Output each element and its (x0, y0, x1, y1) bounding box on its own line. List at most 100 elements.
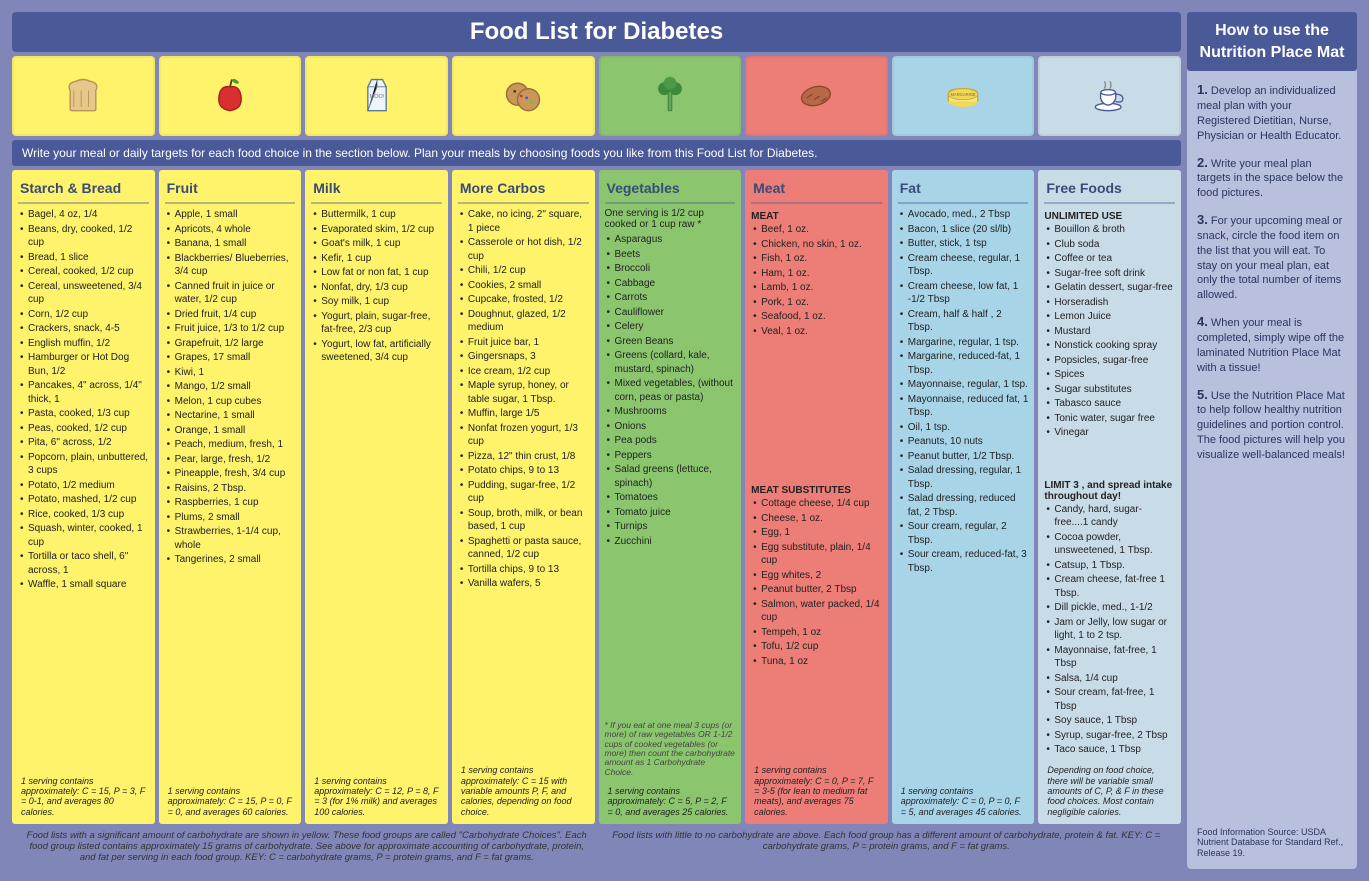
list-item: Grapes, 17 small (167, 351, 296, 365)
list-item: Cauliflower (607, 306, 736, 320)
list-item: Fruit juice bar, 1 (460, 336, 589, 350)
food-list: Bouillon & brothClub sodaCoffee or teaSu… (1044, 223, 1175, 477)
food-list: Beef, 1 oz.Chicken, no skin, 1 oz.Fish, … (751, 223, 882, 482)
list-item: English muffin, 1/2 (20, 337, 149, 351)
list-item: Chicken, no skin, 1 oz. (753, 238, 882, 252)
list-item: Nonstick cooking spray (1046, 339, 1175, 353)
food-list: Cottage cheese, 1/4 cupCheese, 1 oz.Egg,… (751, 497, 882, 756)
serving-info: 1 serving contains approximately: C = 0,… (898, 783, 1029, 820)
list-item: Canned fruit in juice or water, 1/2 cup (167, 280, 296, 307)
list-item: Lamb, 1 oz. (753, 281, 882, 295)
list-item: Sour cream, regular, 2 Tbsp. (900, 520, 1029, 547)
sidebar-title: How to use the Nutrition Place Mat (1187, 12, 1357, 71)
list-item: Tempeh, 1 oz (753, 626, 882, 640)
list-item: Soup, broth, milk, or bean based, 1 cup (460, 507, 589, 534)
list-item: Tuna, 1 oz (753, 655, 882, 669)
list-item: Beans, dry, cooked, 1/2 cup (20, 223, 149, 250)
column-meat: MeatMEATBeef, 1 oz.Chicken, no skin, 1 o… (745, 170, 888, 824)
instruction-text: Write your meal or daily targets for eac… (12, 140, 1181, 166)
list-item: Egg substitute, plain, 1/4 cup (753, 541, 882, 568)
list-item: Yogurt, plain, sugar-free, fat-free, 2/3… (313, 310, 442, 337)
list-item: Taco sauce, 1 Tbsp (1046, 743, 1175, 756)
list-item: Maple syrup, honey, or table sugar, 1 Tb… (460, 379, 589, 406)
list-item: Rice, cooked, 1/3 cup (20, 508, 149, 522)
list-item: Nonfat frozen yogurt, 1/3 cup (460, 422, 589, 449)
list-item: Buttermilk, 1 cup (313, 208, 442, 222)
list-item: Evaporated skim, 1/2 cup (313, 223, 442, 237)
list-item: Catsup, 1 Tbsp. (1046, 559, 1175, 573)
list-item: Chili, 1/2 cup (460, 264, 589, 278)
columns-area: Starch & BreadBagel, 4 oz, 1/4Beans, dry… (12, 170, 1181, 824)
list-item: Cereal, unsweetened, 3/4 cup (20, 280, 149, 307)
content-area: Food List for Diabetes MOO! MARGARINE Wri… (12, 12, 1181, 869)
list-item: Cottage cheese, 1/4 cup (753, 497, 882, 511)
list-item: Asparagus (607, 233, 736, 247)
list-item: Apricots, 4 whole (167, 223, 296, 237)
list-item: Peas, cooked, 1/2 cup (20, 422, 149, 436)
list-item: Fruit juice, 1/3 to 1/2 cup (167, 322, 296, 336)
list-item: Corn, 1/2 cup (20, 308, 149, 322)
column-free: Free FoodsUNLIMITED USEBouillon & brothC… (1038, 170, 1181, 824)
list-item: Club soda (1046, 238, 1175, 252)
sidebar-step: 2. Write your meal plan targets in the s… (1197, 154, 1347, 202)
list-item: Vinegar (1046, 426, 1175, 440)
list-item: Potato, mashed, 1/2 cup (20, 493, 149, 507)
list-item: Margarine, regular, 1 tsp. (900, 336, 1029, 350)
svg-text:MARGARINE: MARGARINE (951, 92, 976, 97)
list-item: Raspberries, 1 cup (167, 496, 296, 510)
list-item: Pineapple, fresh, 3/4 cup (167, 467, 296, 481)
list-item: Coffee or tea (1046, 252, 1175, 266)
footer-right: Food lists with little to no carbohydrat… (602, 830, 1172, 863)
apple-icon (159, 56, 302, 136)
list-item: Cream cheese, regular, 1 Tbsp. (900, 252, 1029, 279)
list-item: Pork, 1 oz. (753, 296, 882, 310)
svg-text:MOO!: MOO! (369, 94, 384, 100)
serving-info: 1 serving contains approximately: C = 12… (311, 773, 442, 820)
list-item: Hamburger or Hot Dog Bun, 1/2 (20, 351, 149, 378)
list-item: Pear, large, fresh, 1/2 (167, 453, 296, 467)
list-item: Kefir, 1 cup (313, 252, 442, 266)
food-list: Cake, no icing, 2" square, 1 pieceCasser… (458, 208, 589, 756)
list-item: Carrots (607, 291, 736, 305)
list-item: Melon, 1 cup cubes (167, 395, 296, 409)
column-intro: One serving is 1/2 cup cooked or 1 cup r… (605, 208, 736, 230)
list-item: Casserole or hot dish, 1/2 cup (460, 236, 589, 263)
list-item: Mushrooms (607, 405, 736, 419)
column-header: Fruit (165, 174, 296, 204)
list-item: Soy milk, 1 cup (313, 295, 442, 309)
list-item: Cream cheese, fat-free 1 Tbsp. (1046, 573, 1175, 600)
list-item: Fish, 1 oz. (753, 252, 882, 266)
food-list: Avocado, med., 2 TbspBacon, 1 slice (20 … (898, 208, 1029, 777)
list-item: Potato chips, 9 to 13 (460, 464, 589, 478)
list-item: Tabasco sauce (1046, 397, 1175, 411)
list-item: Spices (1046, 368, 1175, 382)
list-item: Potato, 1/2 medium (20, 479, 149, 493)
list-item: Cookies, 2 small (460, 279, 589, 293)
list-item: Sour cream, reduced-fat, 3 Tbsp. (900, 548, 1029, 575)
list-item: Yogurt, low fat, artificially sweetened,… (313, 338, 442, 365)
list-item: Oil, 1 tsp. (900, 421, 1029, 435)
column-starch: Starch & BreadBagel, 4 oz, 1/4Beans, dry… (12, 170, 155, 824)
food-list: AsparagusBeetsBroccoliCabbageCarrotsCaul… (605, 233, 736, 718)
serving-info: 1 serving contains approximately: C = 5,… (605, 783, 736, 820)
list-item: Bagel, 4 oz, 1/4 (20, 208, 149, 222)
list-item: Mixed vegetables, (without corn, peas or… (607, 377, 736, 404)
list-item: Raisins, 2 Tbsp. (167, 482, 296, 496)
sidebar: How to use the Nutrition Place Mat 1. De… (1187, 12, 1357, 869)
list-item: Nectarine, 1 small (167, 409, 296, 423)
list-item: Zucchini (607, 535, 736, 549)
list-item: Salsa, 1/4 cup (1046, 672, 1175, 686)
page-title: Food List for Diabetes (12, 12, 1181, 52)
list-item: Bread, 1 slice (20, 251, 149, 265)
food-list: Candy, hard, sugar-free....1 candyCocoa … (1044, 503, 1175, 757)
sidebar-step: 5. Use the Nutrition Place Mat to help f… (1197, 386, 1347, 463)
list-item: Greens (collard, kale, mustard, spinach) (607, 349, 736, 376)
list-item: Tortilla chips, 9 to 13 (460, 563, 589, 577)
list-item: Peanuts, 10 nuts (900, 435, 1029, 449)
list-item: Butter, stick, 1 tsp (900, 237, 1029, 251)
food-list: Apple, 1 smallApricots, 4 wholeBanana, 1… (165, 208, 296, 777)
coffee-icon (1038, 56, 1181, 136)
list-item: Sour cream, fat-free, 1 Tbsp (1046, 686, 1175, 713)
list-item: Veal, 1 oz. (753, 325, 882, 339)
list-item: Tortilla or taco shell, 6" across, 1 (20, 550, 149, 577)
